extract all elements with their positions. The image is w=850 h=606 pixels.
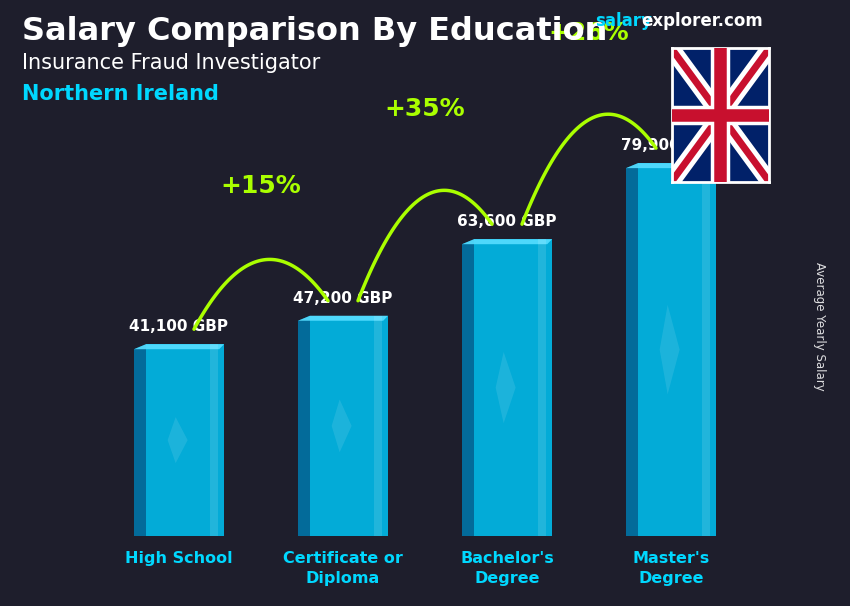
Text: Master's
Degree: Master's Degree [632, 551, 710, 586]
Polygon shape [660, 305, 680, 395]
Polygon shape [298, 316, 388, 321]
Bar [638, 163, 716, 536]
Polygon shape [626, 163, 638, 536]
Polygon shape [626, 163, 716, 168]
Text: explorer.com: explorer.com [641, 12, 762, 30]
Bar [310, 316, 388, 536]
Polygon shape [167, 417, 188, 463]
Text: 41,100 GBP: 41,100 GBP [129, 319, 229, 334]
Text: 79,900 GBP: 79,900 GBP [621, 138, 721, 153]
Bar [701, 163, 710, 536]
Polygon shape [298, 316, 310, 536]
Polygon shape [462, 239, 552, 244]
Text: Certificate or
Diploma: Certificate or Diploma [283, 551, 403, 586]
Bar [146, 344, 224, 536]
Bar [210, 344, 218, 536]
Text: +15%: +15% [221, 174, 302, 198]
Text: 47,200 GBP: 47,200 GBP [293, 291, 393, 306]
Text: Insurance Fraud Investigator: Insurance Fraud Investigator [22, 53, 320, 73]
Polygon shape [134, 344, 146, 536]
Polygon shape [496, 352, 516, 423]
Text: Bachelor's
Degree: Bachelor's Degree [460, 551, 554, 586]
Text: Salary Comparison By Education: Salary Comparison By Education [22, 16, 608, 47]
Text: Northern Ireland: Northern Ireland [22, 84, 218, 104]
Text: Average Yearly Salary: Average Yearly Salary [813, 262, 826, 390]
Polygon shape [332, 399, 352, 452]
Text: 63,600 GBP: 63,600 GBP [457, 214, 557, 229]
Bar [537, 239, 546, 536]
Text: +35%: +35% [385, 97, 465, 121]
Polygon shape [462, 239, 474, 536]
Text: salary: salary [595, 12, 652, 30]
Bar [474, 239, 552, 536]
Bar [374, 316, 382, 536]
Polygon shape [134, 344, 224, 349]
Text: +26%: +26% [549, 21, 629, 45]
Text: High School: High School [125, 551, 233, 566]
